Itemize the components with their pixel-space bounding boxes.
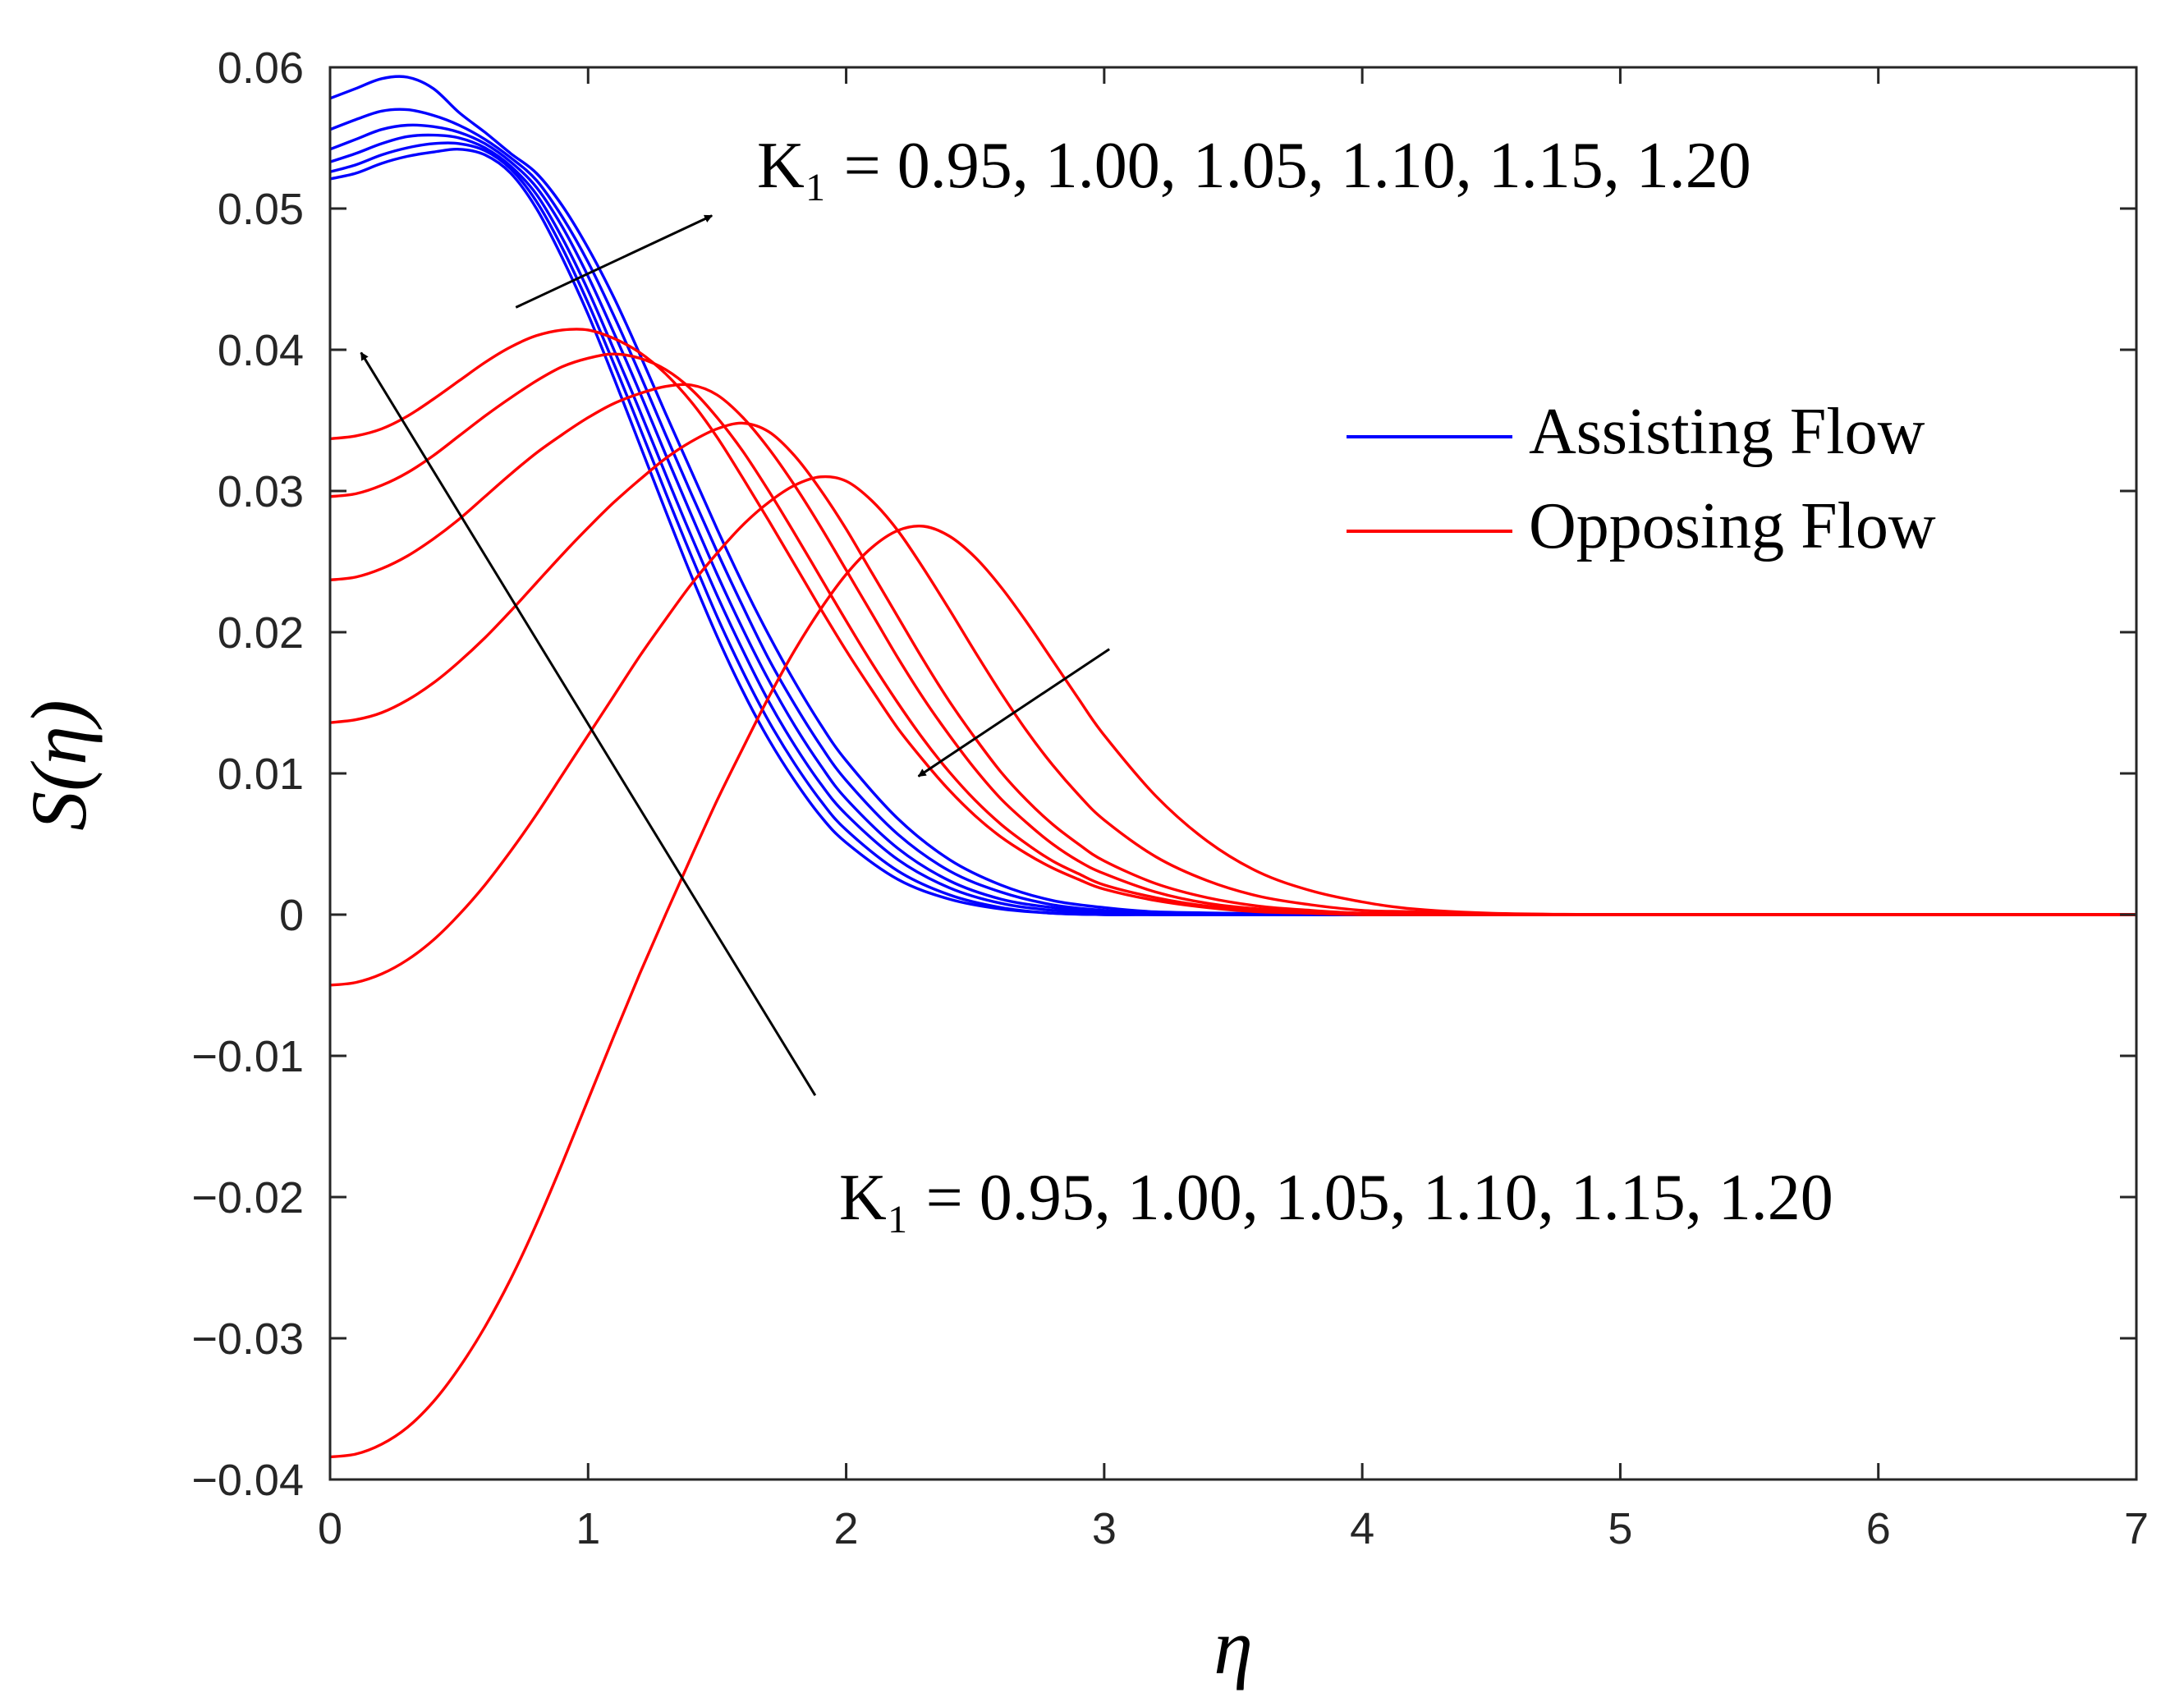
annotation-arrow-1 [515,214,713,309]
annotation-assisting: K₁ = 0.95, 1.00, 1.05, 1.10, 1.15, 1.20 [757,130,1751,202]
y-tick-label: 0 [279,891,304,940]
y-tick-label: 0.05 [218,185,304,234]
series-line-opposing-4 [330,421,2136,916]
x-tick-label: 6 [1866,1504,1891,1553]
y-tick-label: −0.03 [191,1314,304,1364]
annotation-arrows [360,214,1110,1096]
x-tick-label: 1 [576,1504,600,1553]
x-axis-label: η [1214,1603,1253,1691]
x-tick-label: 7 [2124,1504,2149,1553]
annotation-arrow-3 [917,648,1110,778]
y-tick-label: 0.03 [218,467,304,516]
x-axis-ticks: 0 1 2 3 4 5 6 7 [318,67,2149,1553]
annotation-opposing: K₁ = 0.95, 1.00, 1.05, 1.10, 1.15, 1.20 [839,1162,1833,1234]
x-tick-label: 0 [318,1504,342,1553]
legend: Assisting Flow Opposing Flow [1347,396,1936,562]
series-line-opposing-5 [330,475,2136,987]
legend-label-assisting: Assisting Flow [1529,396,1925,468]
y-tick-label: −0.04 [191,1456,304,1505]
y-axis-ticks: 0.06 0.05 0.04 0.03 0.02 0.01 0 −0.01 −0.02 −0.03… [191,44,2136,1505]
y-tick-label: −0.01 [191,1032,304,1081]
y-tick-label: 0.01 [218,750,304,799]
y-tick-label: 0.02 [218,608,304,658]
x-tick-label: 4 [1350,1504,1374,1553]
x-tick-label: 2 [834,1504,859,1553]
x-tick-label: 5 [1608,1504,1632,1553]
y-tick-label: 0.04 [218,326,304,375]
annotation-arrow-2 [360,351,817,1096]
x-tick-label: 3 [1092,1504,1117,1553]
y-axis-label: S(η) [15,700,103,831]
series-layer [330,75,2136,1459]
plot-area [330,67,2136,1480]
series-line-opposing-6 [330,525,2136,1459]
y-tick-label: 0.06 [218,44,304,93]
y-tick-label: −0.02 [191,1173,304,1223]
legend-label-opposing: Opposing Flow [1529,490,1936,562]
